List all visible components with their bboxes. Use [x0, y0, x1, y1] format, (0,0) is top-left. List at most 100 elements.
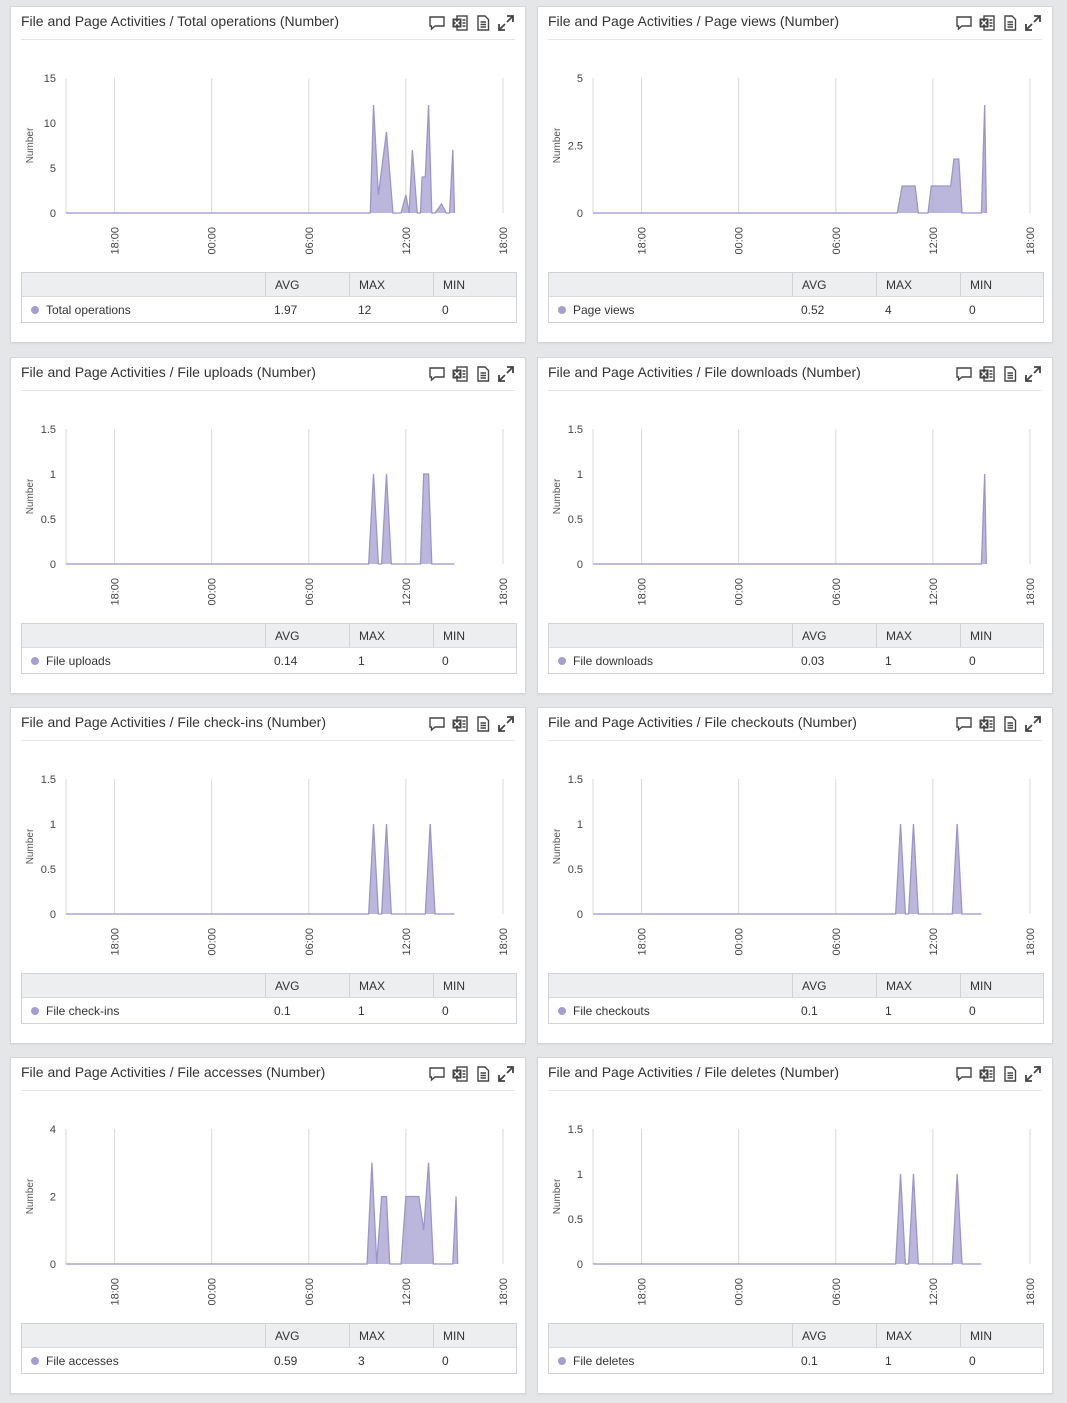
legend-column-separator	[960, 1324, 961, 1347]
series-name: File check-ins	[46, 1003, 120, 1018]
expand-icon[interactable]	[497, 14, 515, 32]
y-tick-label: 5	[50, 163, 56, 175]
document-icon[interactable]	[474, 715, 492, 733]
legend-column-separator	[349, 974, 350, 997]
document-icon[interactable]	[1001, 1065, 1019, 1083]
header-divider	[548, 1090, 1042, 1091]
excel-export-icon[interactable]	[978, 14, 996, 32]
document-icon[interactable]	[1001, 715, 1019, 733]
legend-header: AVG MAX MIN	[22, 1324, 516, 1348]
expand-icon[interactable]	[497, 365, 515, 383]
expand-icon[interactable]	[1024, 365, 1042, 383]
excel-export-icon[interactable]	[978, 365, 996, 383]
legend-avg-value: 0.1	[274, 1003, 291, 1018]
legend-avg-value: 1.97	[274, 302, 298, 317]
legend-avg-value: 0.03	[801, 653, 825, 668]
panel-toolbar	[428, 1065, 515, 1083]
legend-header-avg: AVG	[802, 1328, 827, 1343]
x-tick-label: 06:00	[304, 1278, 316, 1306]
legend-series[interactable]: Page views	[558, 297, 634, 322]
y-tick-label: 0	[50, 909, 56, 921]
panel-toolbar	[955, 715, 1042, 733]
legend-header-min: MIN	[970, 1328, 992, 1343]
expand-icon[interactable]	[1024, 14, 1042, 32]
document-icon[interactable]	[474, 1065, 492, 1083]
legend-min-value: 0	[442, 302, 449, 317]
legend-header-max: MAX	[886, 1328, 913, 1343]
series-area	[66, 474, 455, 564]
x-tick-label: 18:00	[110, 578, 122, 606]
comment-icon[interactable]	[428, 14, 446, 32]
excel-export-icon[interactable]	[451, 365, 469, 383]
legend-series[interactable]: File check-ins	[31, 998, 119, 1023]
y-tick-label: 1.5	[41, 424, 56, 436]
y-tick-label: 0	[50, 1259, 56, 1271]
series-area	[66, 824, 455, 914]
excel-export-icon[interactable]	[451, 1065, 469, 1083]
y-tick-label: 0.5	[568, 1214, 583, 1226]
document-icon[interactable]	[1001, 14, 1019, 32]
comment-icon[interactable]	[428, 1065, 446, 1083]
excel-export-icon[interactable]	[451, 14, 469, 32]
excel-export-icon[interactable]	[978, 1065, 996, 1083]
y-tick-label: 0	[577, 559, 583, 571]
document-icon[interactable]	[474, 365, 492, 383]
legend-column-separator	[433, 273, 434, 296]
y-tick-label: 0.5	[41, 864, 56, 876]
chart-panel: File and Page Activities / File checkout…	[537, 707, 1053, 1044]
y-axis-title: Number	[25, 478, 36, 514]
legend-series[interactable]: File deletes	[558, 1348, 634, 1373]
chart-panel: File and Page Activities / Total operati…	[10, 6, 526, 343]
panel-title: File and Page Activities / File uploads …	[21, 364, 316, 380]
expand-icon[interactable]	[497, 715, 515, 733]
legend-series[interactable]: File checkouts	[558, 998, 650, 1023]
legend-header: AVG MAX MIN	[549, 1324, 1043, 1348]
legend-table: AVG MAX MIN File downloads 0.03 1 0	[548, 623, 1044, 674]
legend-column-separator	[960, 974, 961, 997]
excel-export-icon[interactable]	[451, 715, 469, 733]
x-tick-label: 12:00	[928, 227, 940, 255]
excel-export-icon[interactable]	[978, 715, 996, 733]
legend-series[interactable]: File uploads	[31, 648, 111, 673]
legend-header-avg: AVG	[802, 277, 827, 292]
comment-icon[interactable]	[428, 365, 446, 383]
legend-column-separator	[349, 1324, 350, 1347]
x-tick-label: 12:00	[401, 578, 413, 606]
header-divider	[21, 740, 515, 741]
legend-max-value: 1	[885, 1003, 892, 1018]
legend-row: Total operations 1.97 12 0	[22, 297, 516, 322]
area-chart: 18:00 00:00 06:00 12:00 18:00 0 0.5 1 1.5 Number	[25, 424, 510, 606]
document-icon[interactable]	[474, 14, 492, 32]
panel-title: File and Page Activities / File accesses…	[21, 1064, 326, 1080]
legend-header: AVG MAX MIN	[549, 974, 1043, 998]
comment-icon[interactable]	[955, 715, 973, 733]
comment-icon[interactable]	[428, 715, 446, 733]
series-name: File checkouts	[573, 1003, 650, 1018]
comment-icon[interactable]	[955, 14, 973, 32]
y-axis-title: Number	[552, 478, 563, 514]
expand-icon[interactable]	[497, 1065, 515, 1083]
document-icon[interactable]	[1001, 365, 1019, 383]
series-area	[66, 105, 455, 213]
legend-table: AVG MAX MIN File accesses 0.59 3 0	[21, 1323, 517, 1374]
panel-title: File and Page Activities / Total operati…	[21, 13, 340, 29]
comment-icon[interactable]	[955, 1065, 973, 1083]
legend-header-max: MAX	[359, 277, 386, 292]
expand-icon[interactable]	[1024, 715, 1042, 733]
legend-series[interactable]: File downloads	[558, 648, 653, 673]
x-tick-label: 12:00	[928, 928, 940, 956]
chart-panel: File and Page Activities / File deletes …	[537, 1057, 1053, 1394]
x-tick-label: 18:00	[498, 227, 510, 255]
legend-series[interactable]: Total operations	[31, 297, 131, 322]
legend-header-max: MAX	[359, 978, 386, 993]
legend-header-max: MAX	[359, 628, 386, 643]
y-tick-label: 5	[577, 73, 583, 85]
comment-icon[interactable]	[955, 365, 973, 383]
x-tick-label: 18:00	[498, 578, 510, 606]
y-tick-label: 1	[577, 1169, 583, 1181]
expand-icon[interactable]	[1024, 1065, 1042, 1083]
legend-max-value: 1	[358, 1003, 365, 1018]
legend-series[interactable]: File accesses	[31, 1348, 119, 1373]
x-tick-label: 00:00	[207, 928, 219, 956]
